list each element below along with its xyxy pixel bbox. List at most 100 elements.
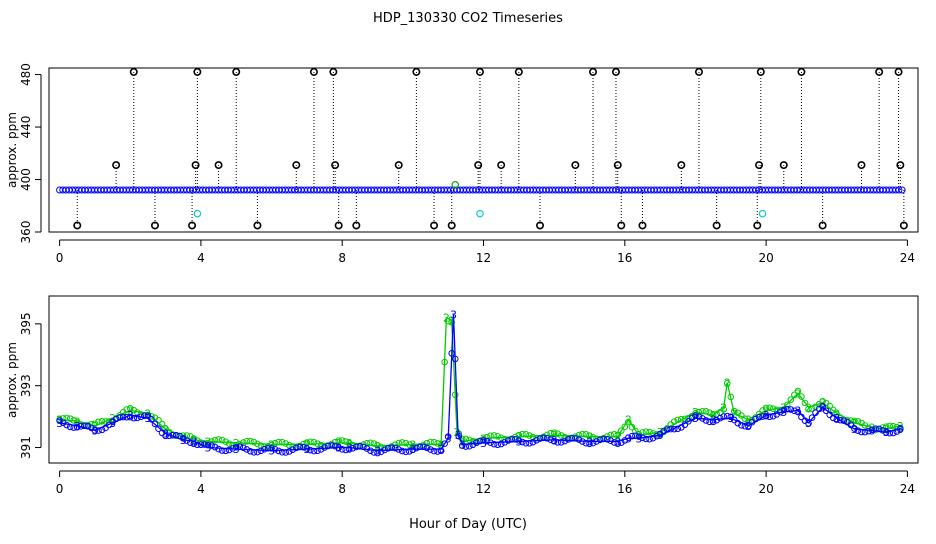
series-point-3 xyxy=(469,441,477,449)
series-marker-label-3: 3 xyxy=(883,426,890,439)
series-point-3 xyxy=(278,448,286,456)
series-point-2 xyxy=(66,415,74,422)
top-y-tick-label: 480 xyxy=(19,63,33,86)
series-marker-label-3: 3 xyxy=(374,445,381,458)
series-point-3 xyxy=(172,431,180,439)
series-point-3 xyxy=(727,413,735,421)
series-point-3 xyxy=(829,414,837,422)
series-point-3 xyxy=(183,437,191,444)
series-point-3 xyxy=(663,426,671,433)
series-point-3 xyxy=(607,437,614,445)
series-point-3 xyxy=(593,438,600,445)
series-point-2 xyxy=(448,318,456,326)
series-point-3 xyxy=(780,406,788,414)
x-axis-label: Hour of Day (UTC) xyxy=(409,517,527,532)
series-point-3 xyxy=(434,448,441,455)
series-marker-label-2: 2 xyxy=(233,437,240,450)
series-point-3 xyxy=(462,443,470,450)
series-point-3 xyxy=(642,435,650,443)
series-marker-label-2: 2 xyxy=(794,387,801,400)
series-marker-label-2: 2 xyxy=(459,435,466,448)
series-point-3 xyxy=(285,448,293,455)
extra-point xyxy=(758,209,767,218)
series-point-3 xyxy=(596,436,604,444)
series-marker-label-2: 2 xyxy=(724,377,731,390)
series-marker-label-2: 2 xyxy=(268,438,275,451)
series-point-3 xyxy=(144,412,152,419)
series-point-3 xyxy=(218,447,226,454)
series-point-3 xyxy=(603,435,611,443)
series-marker-label-2: 2 xyxy=(851,417,858,430)
extra-point xyxy=(193,209,202,218)
series-marker-label-3: 3 xyxy=(109,417,116,430)
top-x-tick-label: 16 xyxy=(617,251,632,265)
series-point-3 xyxy=(420,443,427,451)
series-point-3 xyxy=(236,443,244,451)
series-point-3 xyxy=(879,426,886,434)
series-point-3 xyxy=(268,445,275,452)
bottom-x-tick-label: 12 xyxy=(476,482,491,496)
series-marker-label-3: 3 xyxy=(459,438,466,451)
series-marker-label-3: 3 xyxy=(409,443,416,456)
series-marker-label-2: 2 xyxy=(614,431,621,444)
series-point-3 xyxy=(723,412,731,420)
outlier-point xyxy=(638,221,647,230)
series-point-3 xyxy=(557,438,565,446)
series-point-3 xyxy=(123,413,131,421)
series-marker-label-3: 3 xyxy=(190,435,197,448)
series-marker-label-3: 3 xyxy=(438,443,445,456)
series-point-3 xyxy=(755,413,763,421)
series-point-3 xyxy=(819,402,826,410)
series-point-2 xyxy=(395,439,403,447)
series-point-3 xyxy=(229,445,236,452)
series-point-3 xyxy=(165,432,173,440)
series-point-3 xyxy=(692,412,699,419)
series-point-3 xyxy=(582,439,590,447)
series-point-2 xyxy=(423,439,431,447)
top-y-tick-label: 360 xyxy=(19,221,33,244)
series-marker-label-2: 2 xyxy=(635,429,642,442)
series-marker-label-3: 3 xyxy=(745,420,752,433)
outlier-point xyxy=(712,221,721,230)
series-point-2 xyxy=(791,391,798,399)
series-point-3 xyxy=(695,413,703,420)
series-marker-label-3: 3 xyxy=(614,435,621,448)
series-point-3 xyxy=(540,434,547,442)
series-point-2 xyxy=(851,417,858,425)
series-point-2 xyxy=(123,406,131,413)
series-point-2 xyxy=(335,437,342,444)
series-point-3 xyxy=(331,442,339,450)
series-marker-label-2: 2 xyxy=(409,438,416,451)
series-marker-label-2: 2 xyxy=(190,434,197,447)
series-point-3 xyxy=(889,429,897,437)
series-marker-label-2: 2 xyxy=(763,404,770,417)
series-point-3 xyxy=(473,439,480,447)
bottom-x-tick-label: 8 xyxy=(338,482,346,496)
series-point-3 xyxy=(709,418,717,426)
series-point-2 xyxy=(723,379,731,387)
outlier-point xyxy=(73,221,82,230)
series-point-2 xyxy=(95,418,102,426)
outlier-point xyxy=(694,67,703,76)
series-point-2 xyxy=(557,432,565,439)
series-marker-label-3: 3 xyxy=(657,429,664,442)
series-point-3 xyxy=(151,420,159,428)
series-marker-label-3: 3 xyxy=(635,432,642,445)
series-point-2 xyxy=(179,432,187,440)
series-point-3 xyxy=(345,446,353,453)
series-point-3 xyxy=(254,448,261,456)
baseline-point xyxy=(898,186,906,194)
series-point-2 xyxy=(254,440,261,448)
series-point-2 xyxy=(646,428,653,436)
series-point-3 xyxy=(112,415,120,423)
series-point-3 xyxy=(586,440,593,448)
outlier-point xyxy=(309,67,318,76)
series-point-2 xyxy=(769,405,777,413)
series-point-3 xyxy=(275,447,282,455)
series-point-2 xyxy=(829,406,837,414)
series-point-2 xyxy=(225,440,233,447)
series-point-3 xyxy=(363,445,371,452)
series-point-2 xyxy=(211,436,219,444)
series-point-2 xyxy=(621,423,629,430)
